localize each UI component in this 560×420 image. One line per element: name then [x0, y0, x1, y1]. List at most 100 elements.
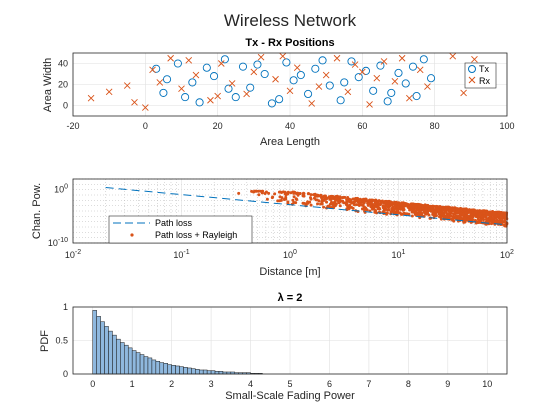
rayleigh-point	[437, 215, 441, 219]
rayleigh-point	[441, 208, 445, 212]
y-tick-label: 100	[54, 184, 68, 195]
rayleigh-point	[357, 204, 361, 208]
rx-point	[380, 58, 388, 65]
y-tick-label: 0	[63, 369, 68, 379]
rayleigh-point	[424, 207, 428, 211]
rayleigh-point	[419, 211, 423, 215]
tx-point	[426, 74, 436, 83]
rayleigh-point	[430, 206, 434, 210]
histogram-bar	[131, 350, 137, 375]
legend-tx-marker	[468, 65, 476, 73]
tx-point	[408, 62, 418, 71]
rayleigh-point	[442, 212, 446, 216]
rayleigh-point	[345, 198, 349, 202]
rayleigh-point	[324, 196, 328, 200]
channel-legend-box	[108, 215, 253, 244]
x-tick-label: 3	[209, 379, 214, 389]
channel-ticks: 10-2 10-1 100 101 102 10-10 100	[48, 184, 514, 260]
rayleigh-point	[463, 217, 467, 221]
rayleigh-point	[410, 208, 414, 212]
rayleigh-point	[338, 204, 342, 208]
rayleigh-point	[445, 214, 449, 218]
rayleigh-point	[301, 194, 305, 198]
tx-point	[162, 75, 172, 84]
rayleigh-point	[390, 207, 394, 211]
rayleigh-point	[307, 192, 311, 196]
rx-point	[344, 88, 352, 96]
rx-point	[250, 68, 258, 76]
x-tick-label: 0	[143, 121, 148, 131]
rayleigh-point	[413, 212, 417, 216]
rx-point	[315, 83, 323, 90]
rayleigh-point	[295, 198, 299, 202]
rayleigh-point	[459, 211, 463, 215]
rayleigh-point	[417, 209, 421, 213]
rayleigh-point	[471, 218, 475, 222]
rx-point	[293, 64, 301, 72]
y-tick-label: 20	[58, 80, 68, 90]
histogram-bar	[171, 365, 176, 375]
rayleigh-point	[341, 196, 345, 200]
histogram-bar	[120, 342, 125, 375]
histogram-bar	[143, 356, 149, 375]
channel-axes-box	[72, 178, 508, 244]
rx-point	[272, 75, 279, 83]
histogram-bar	[187, 367, 192, 375]
rayleigh-point	[292, 191, 296, 195]
rayleigh-point	[325, 200, 329, 204]
rx-point	[406, 94, 413, 102]
rayleigh-point	[459, 208, 463, 212]
rayleigh-point	[352, 201, 356, 205]
x-tick-label: 7	[366, 379, 371, 389]
rx-point	[366, 101, 373, 108]
positions-data	[87, 52, 478, 111]
tx-point	[340, 78, 349, 87]
x-tick-label: 80	[430, 121, 440, 131]
rayleigh-point	[478, 213, 482, 217]
rayleigh-point	[382, 205, 386, 209]
rayleigh-point	[319, 202, 323, 206]
rayleigh-point	[491, 216, 495, 220]
rx-point	[105, 88, 113, 96]
rayleigh-point	[476, 215, 480, 219]
tx-point	[260, 69, 269, 79]
rayleigh-point	[422, 208, 426, 212]
rayleigh-point	[395, 201, 399, 205]
rayleigh-point	[499, 215, 503, 219]
rayleigh-point	[253, 189, 257, 193]
histogram-bar	[199, 369, 204, 375]
rayleigh-point	[482, 211, 486, 215]
rayleigh-point	[347, 207, 351, 211]
rx-point	[322, 71, 330, 79]
histogram-bar	[218, 371, 224, 375]
rx-point	[257, 53, 265, 61]
rayleigh-point	[313, 194, 317, 198]
legend-rx-label: Rx	[479, 76, 490, 86]
rx-point	[333, 54, 341, 62]
rayleigh-point	[319, 193, 323, 197]
rayleigh-point	[392, 209, 396, 213]
rayleigh-point	[448, 209, 452, 213]
y-tick-label: 40	[58, 59, 68, 69]
rayleigh-point	[472, 208, 476, 212]
rayleigh-point	[464, 211, 468, 215]
rayleigh-point	[454, 214, 458, 218]
x-tick-label: -20	[66, 121, 79, 131]
rayleigh-point	[360, 203, 364, 207]
rayleigh-point	[309, 203, 313, 207]
rayleigh-point	[336, 198, 340, 202]
rayleigh-point	[327, 195, 331, 199]
positions-legend-box	[464, 62, 497, 89]
rx-point	[142, 104, 149, 111]
rx-point	[207, 96, 214, 104]
tx-point	[238, 62, 248, 71]
positions-chart: Tx - Rx Positions -20 0 20 40 60 80 100 0 20 40 A…	[42, 37, 515, 148]
rayleigh-point	[396, 205, 400, 209]
histogram-bar	[135, 352, 141, 375]
rayleigh-point	[457, 208, 461, 212]
rayleigh-point	[301, 192, 305, 196]
rayleigh-point	[334, 202, 338, 206]
rayleigh-point	[486, 218, 490, 222]
rayleigh-point	[369, 205, 373, 209]
rayleigh-point	[375, 211, 379, 215]
